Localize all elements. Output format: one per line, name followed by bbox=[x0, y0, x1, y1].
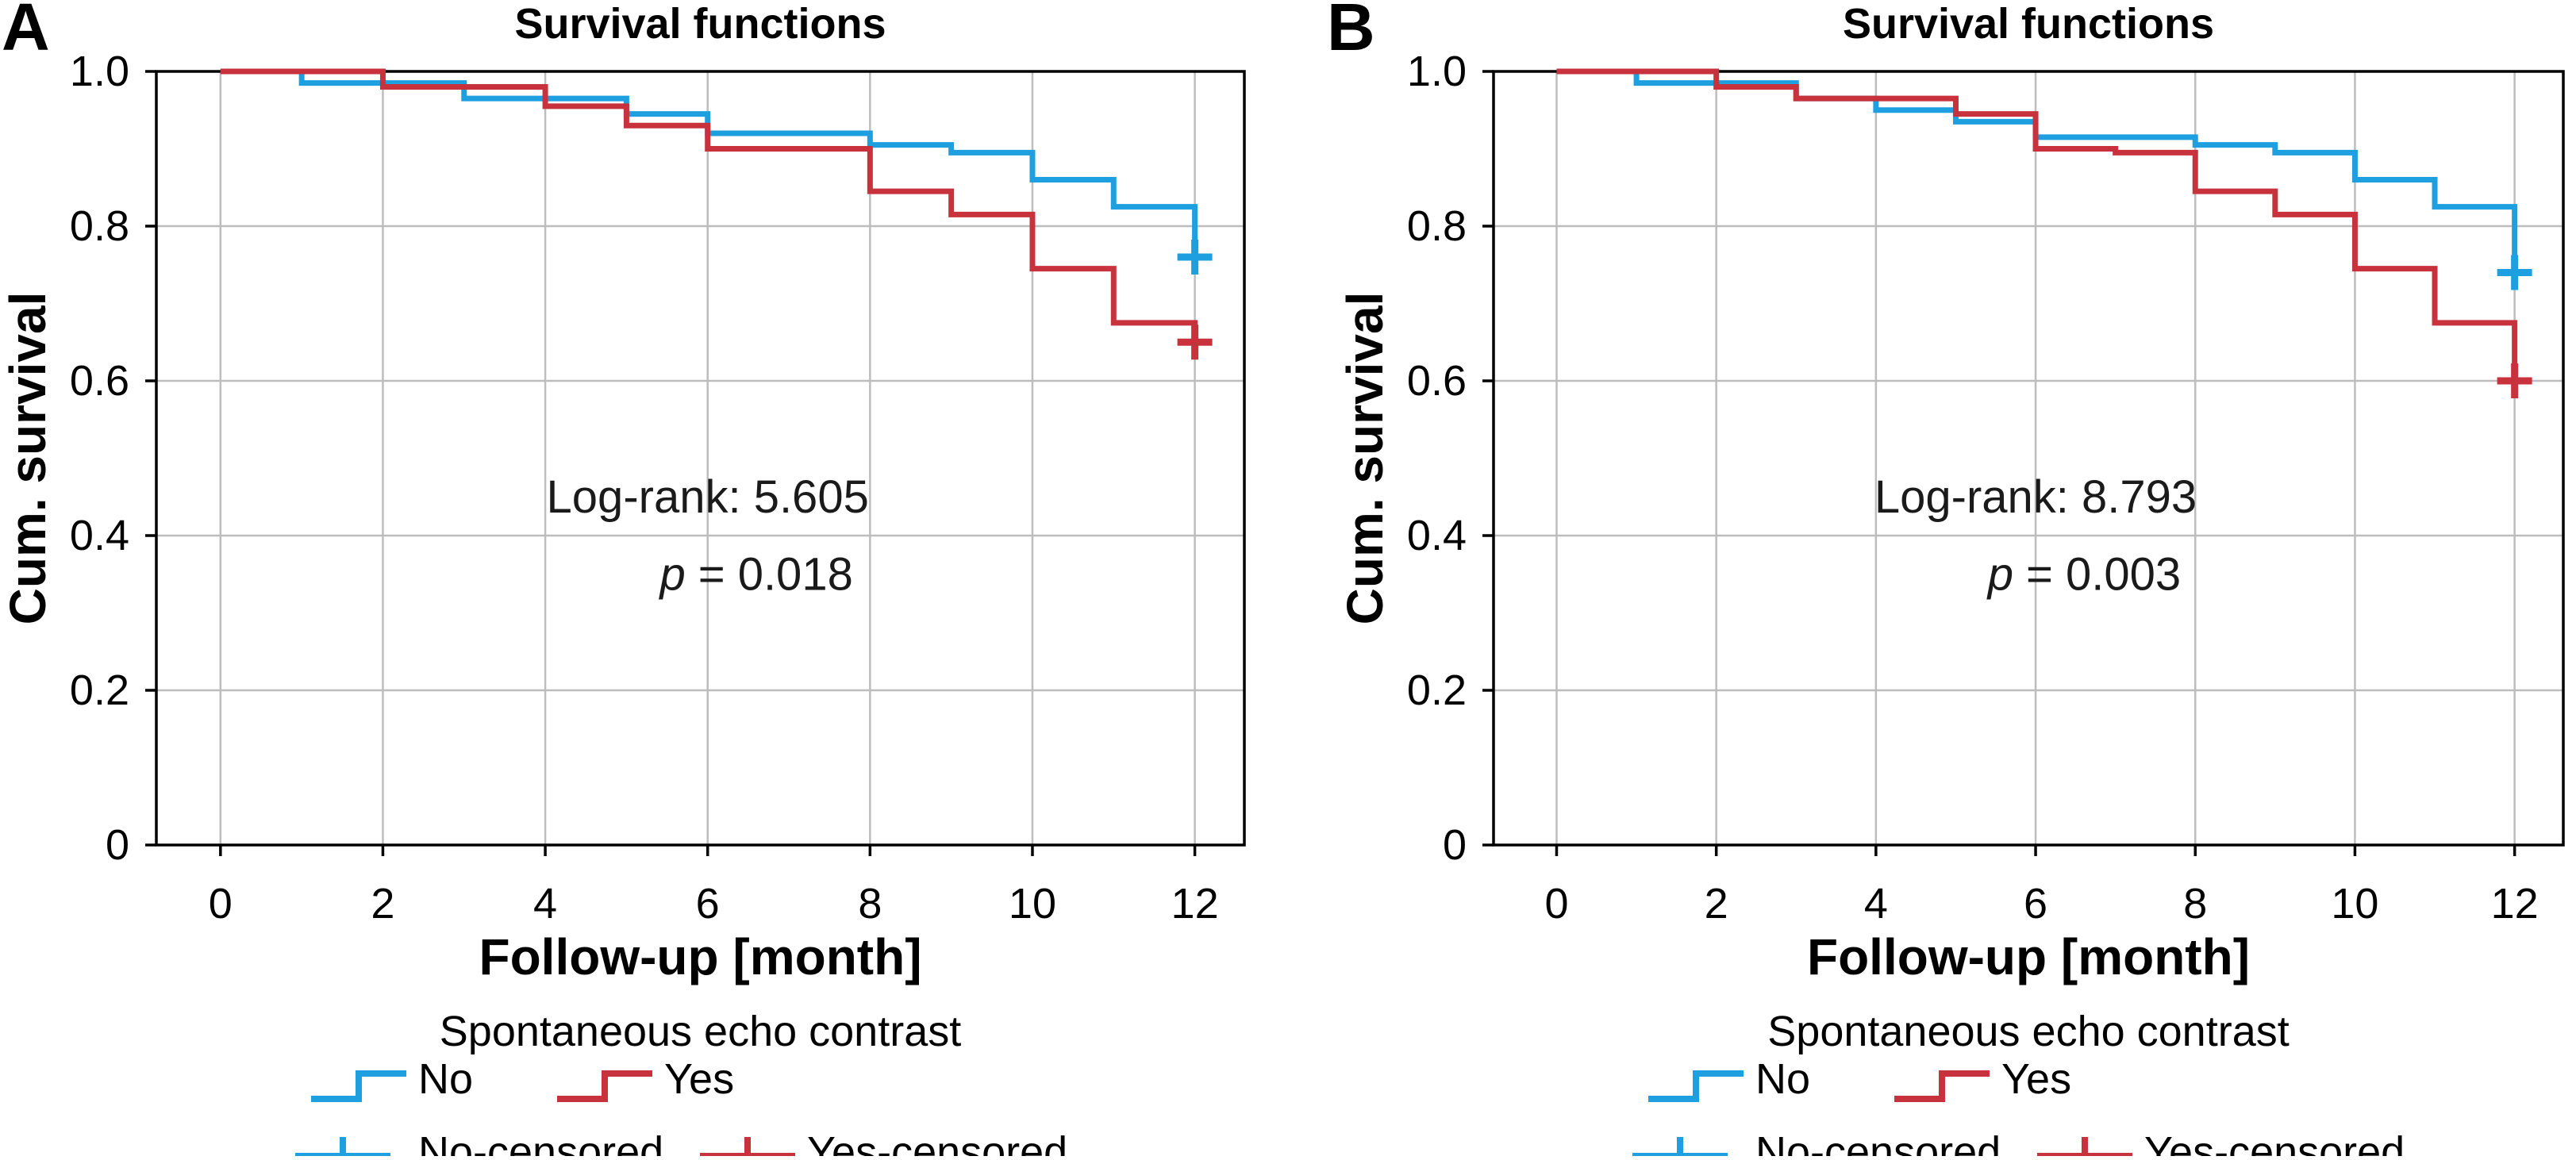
svg-text:0: 0 bbox=[1443, 821, 1467, 869]
svg-text:0.4: 0.4 bbox=[70, 512, 129, 559]
svg-text:0.4: 0.4 bbox=[1407, 512, 1467, 559]
svg-text:0: 0 bbox=[209, 880, 233, 928]
svg-text:Survival functions: Survival functions bbox=[1843, 0, 2214, 48]
svg-text:Log-rank: 5.605: Log-rank: 5.605 bbox=[547, 471, 869, 523]
svg-text:Survival functions: Survival functions bbox=[514, 0, 886, 48]
svg-text:8: 8 bbox=[2183, 880, 2207, 928]
svg-text:B: B bbox=[1327, 0, 1375, 64]
svg-text:0.2: 0.2 bbox=[70, 666, 129, 714]
svg-text:No: No bbox=[418, 1055, 473, 1103]
svg-text:Follow-up [month]: Follow-up [month] bbox=[1807, 928, 2250, 985]
svg-text:0.6: 0.6 bbox=[1407, 357, 1467, 405]
svg-text:1.0: 1.0 bbox=[70, 48, 129, 95]
svg-text:Yes-censored: Yes-censored bbox=[807, 1128, 1067, 1156]
svg-text:Yes-censored: Yes-censored bbox=[2144, 1128, 2405, 1156]
svg-text:0: 0 bbox=[106, 821, 129, 869]
svg-text:Spontaneous echo contrast: Spontaneous echo contrast bbox=[1767, 1008, 2289, 1055]
svg-text:p: p bbox=[658, 548, 685, 600]
svg-text:12: 12 bbox=[2491, 880, 2539, 928]
svg-text:Yes: Yes bbox=[664, 1055, 734, 1103]
svg-text:10: 10 bbox=[2331, 880, 2378, 928]
svg-text:12: 12 bbox=[1171, 880, 1219, 928]
svg-text:p: p bbox=[1986, 548, 2013, 600]
svg-text:A: A bbox=[2, 0, 50, 64]
svg-text:4: 4 bbox=[533, 880, 557, 928]
svg-text:2: 2 bbox=[371, 880, 394, 928]
svg-text:0.2: 0.2 bbox=[1407, 666, 1467, 714]
svg-text:No-censored: No-censored bbox=[418, 1128, 663, 1156]
svg-text:2: 2 bbox=[1705, 880, 1728, 928]
svg-text:6: 6 bbox=[696, 880, 720, 928]
svg-text:Cum. survival: Cum. survival bbox=[1336, 292, 1394, 625]
svg-text:4: 4 bbox=[1864, 880, 1888, 928]
svg-text:1.0: 1.0 bbox=[1407, 48, 1467, 95]
svg-text:= 0.018: = 0.018 bbox=[698, 548, 853, 600]
svg-text:No: No bbox=[1755, 1055, 1810, 1103]
svg-text:Log-rank: 8.793: Log-rank: 8.793 bbox=[1874, 471, 2197, 523]
svg-text:Follow-up [month]: Follow-up [month] bbox=[479, 928, 921, 985]
svg-text:Spontaneous echo contrast: Spontaneous echo contrast bbox=[440, 1008, 961, 1055]
svg-text:6: 6 bbox=[2024, 880, 2047, 928]
svg-text:0.8: 0.8 bbox=[70, 202, 129, 250]
svg-text:Yes: Yes bbox=[2001, 1055, 2071, 1103]
svg-text:0.8: 0.8 bbox=[1407, 202, 1467, 250]
svg-text:0.6: 0.6 bbox=[70, 357, 129, 405]
svg-text:= 0.003: = 0.003 bbox=[2026, 548, 2181, 600]
svg-text:Cum. survival: Cum. survival bbox=[0, 292, 56, 625]
svg-text:No-censored: No-censored bbox=[1755, 1128, 2001, 1156]
svg-text:0: 0 bbox=[1544, 880, 1568, 928]
svg-text:10: 10 bbox=[1009, 880, 1056, 928]
svg-text:8: 8 bbox=[858, 880, 882, 928]
